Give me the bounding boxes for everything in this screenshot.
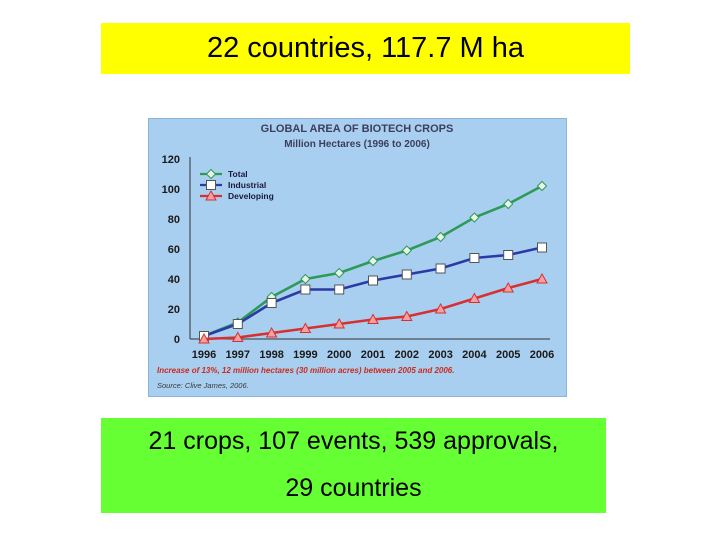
y-tick-label: 0 [174, 334, 180, 346]
axes: 0 20 40 60 80 100 120 1996 1997 1998 1999 2000 2001 2… [162, 154, 555, 361]
data-point-developing [299, 322, 312, 333]
bottom-banner-line-2: 29 countries [285, 474, 422, 503]
y-tick-label: 80 [168, 214, 180, 226]
x-tick-label: 1996 [192, 349, 216, 361]
data-point-developing [400, 310, 413, 321]
chart-title: GLOBAL AREA OF BIOTECH CROPS [261, 123, 454, 135]
legend-label: Industrial [228, 180, 266, 190]
data-point-total [469, 212, 480, 223]
data-point-total [333, 267, 345, 279]
x-tick-label: 1999 [293, 349, 317, 361]
x-tick-label: 2000 [327, 349, 351, 361]
data-point-total [502, 198, 514, 210]
data-point-total [401, 245, 413, 256]
data-point-total [435, 231, 446, 243]
data-point-developing [367, 313, 379, 324]
data-point-industrial [334, 284, 345, 295]
y-tick-label: 40 [168, 274, 180, 286]
data-point-developing [502, 281, 515, 293]
data-point-total [367, 255, 379, 267]
x-tick-label: 1998 [259, 349, 283, 361]
data-point-industrial [368, 275, 378, 286]
data-point-developing [333, 317, 346, 329]
data-point-industrial [503, 250, 514, 260]
y-tick-label: 20 [168, 304, 180, 316]
legend-label: Total [228, 169, 248, 179]
x-tick-label: 2003 [428, 349, 452, 361]
y-tick-label: 100 [162, 184, 180, 196]
top-banner: 22 countries, 117.7 M ha [101, 23, 630, 74]
x-tick-label: 2005 [496, 349, 520, 361]
x-tick-label: 1997 [226, 349, 250, 361]
chart-source: Source: Clive James, 2006. [157, 381, 249, 390]
y-tick-label: 60 [168, 244, 180, 256]
x-tick-label: 2002 [395, 349, 419, 361]
data-point-total [536, 180, 548, 192]
data-point-industrial [232, 319, 243, 329]
data-point-industrial [300, 284, 311, 295]
bottom-banner: 21 crops, 107 events, 539 approvals, 29 … [101, 418, 606, 513]
series-layer [198, 180, 548, 344]
data-point-industrial [469, 253, 480, 263]
x-tick-label: 2006 [530, 349, 554, 361]
data-point-total [300, 273, 311, 285]
x-tick-label: 2004 [462, 349, 487, 361]
chart-subtitle: Million Hectares (1996 to 2006) [284, 139, 430, 150]
data-point-developing [198, 332, 210, 344]
data-point-industrial [266, 298, 277, 308]
top-banner-text: 22 countries, 117.7 M ha [206, 32, 525, 64]
data-point-developing [536, 272, 548, 284]
data-point-industrial [401, 269, 412, 280]
line-chart: GLOBAL AREA OF BIOTECH CROPS Million Hec… [157, 123, 555, 390]
data-point-developing [434, 302, 447, 314]
x-tick-label: 2001 [361, 349, 385, 361]
bottom-banner-line-1: 21 crops, 107 events, 539 approvals, [148, 427, 559, 456]
legend-marker [205, 189, 217, 201]
legend-label: Developing [228, 191, 274, 201]
chart-annotation: Increase of 13%, 12 million hectares (30… [157, 366, 454, 375]
legend-marker [205, 168, 217, 180]
series-total [198, 180, 548, 342]
data-point-industrial [537, 242, 547, 253]
chart-panel: GLOBAL AREA OF BIOTECH CROPS Million Hec… [149, 119, 566, 396]
legend-marker [206, 180, 216, 190]
y-tick-label: 120 [162, 154, 180, 166]
data-point-developing [265, 326, 278, 338]
data-point-developing [468, 292, 481, 303]
series-developing [198, 272, 548, 344]
series-industrial [199, 242, 547, 341]
data-point-industrial [435, 263, 446, 274]
data-point-developing [231, 331, 244, 342]
